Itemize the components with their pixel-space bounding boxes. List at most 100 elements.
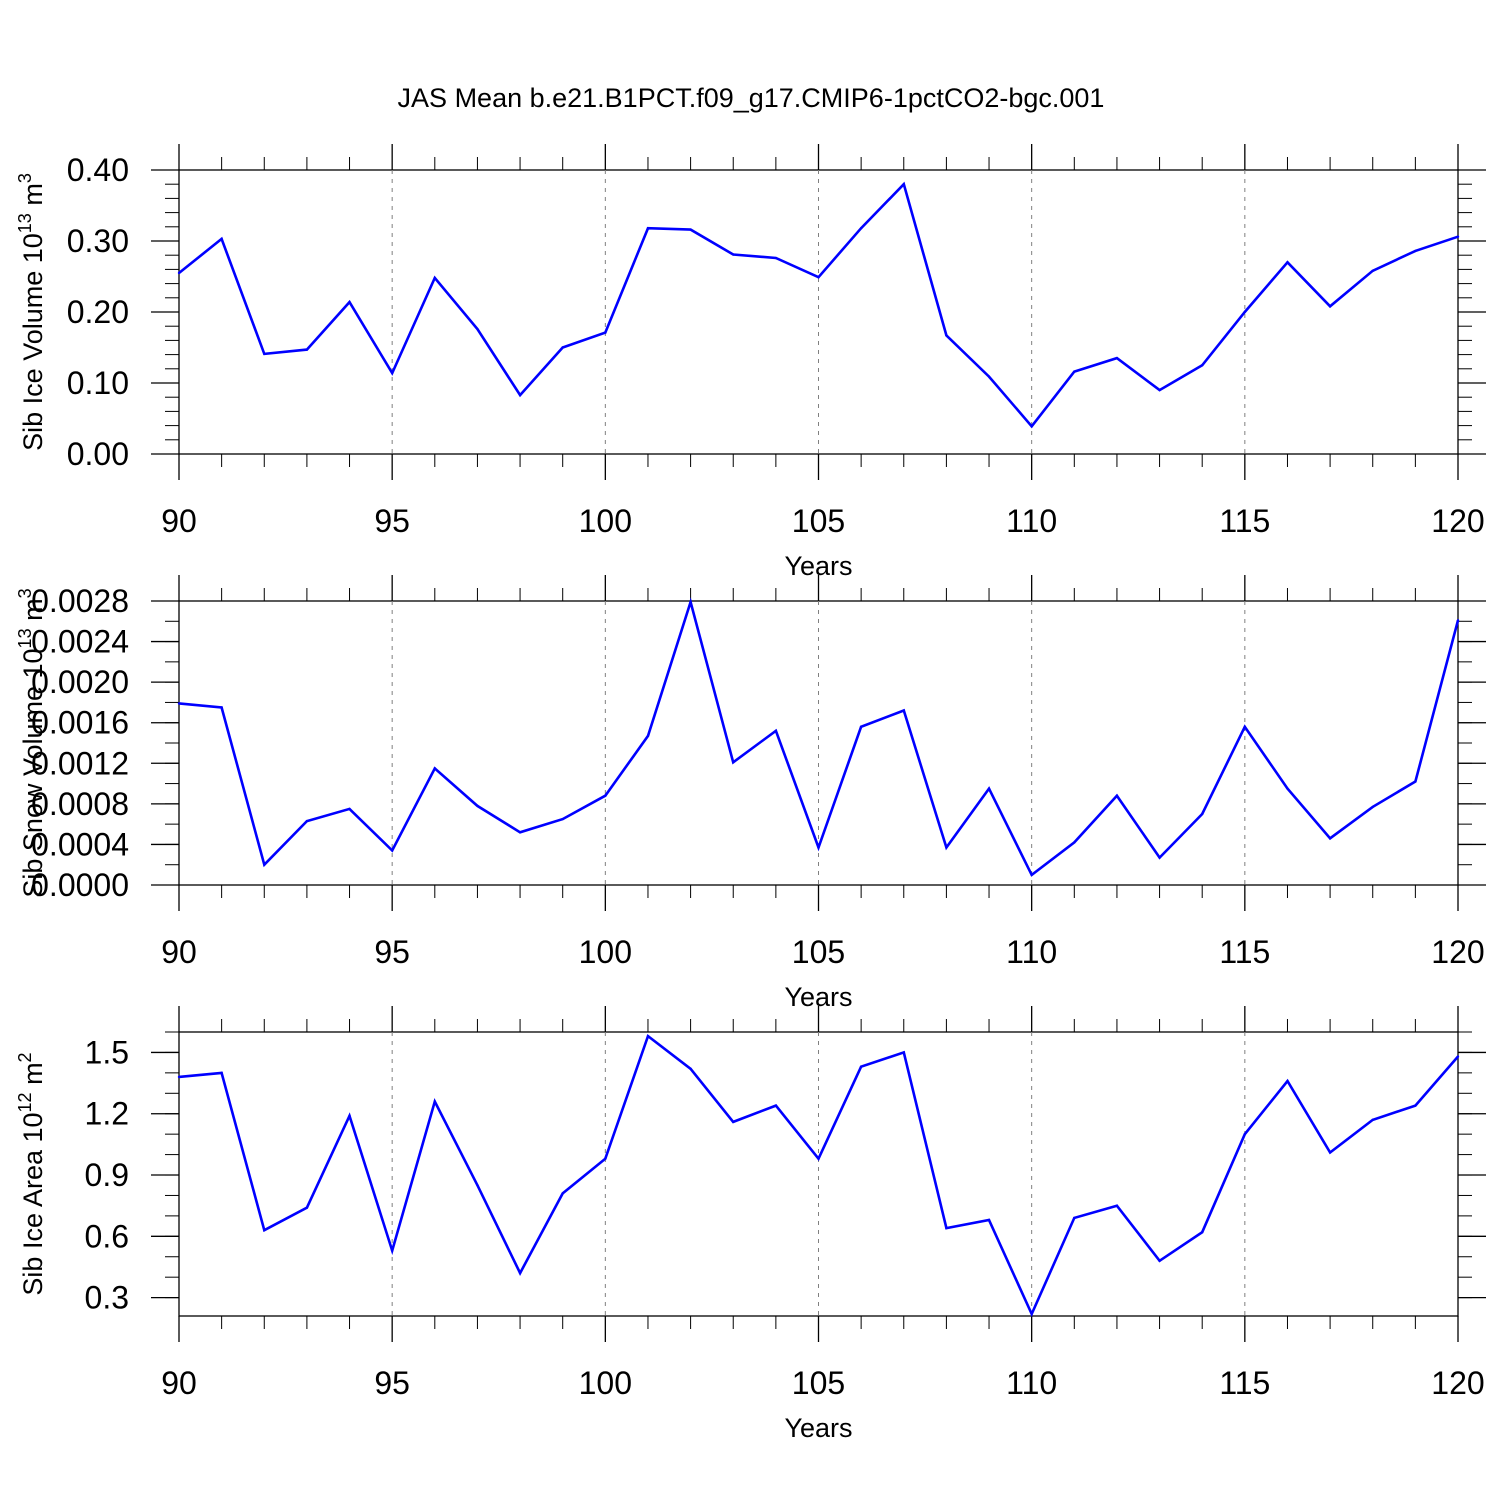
data-point [1414,1104,1417,1107]
x-tick-label: 100 [579,503,632,539]
data-point [604,1157,607,1160]
data-point [1371,805,1374,809]
data-point [348,1114,351,1117]
data-point [604,331,607,334]
data-point [561,817,564,821]
chart-panel-1: 90 95 100 105 110 115 1200.000.100.200.300.40Y… [15,144,1486,581]
x-tick-label: 110 [1006,503,1057,539]
data-point [348,807,351,811]
x-tick-label: 100 [579,1365,632,1401]
x-tick-label: 105 [792,934,845,970]
data-point [390,1249,394,1252]
data-point [1328,1151,1332,1154]
data-point [1201,812,1204,816]
y-tick-label: 0.20 [67,294,129,330]
data-point [518,1271,522,1275]
data-point [945,1226,948,1230]
y-tick-label: 0.3 [85,1280,129,1316]
data-point [305,1206,309,1209]
data-point [1286,787,1289,790]
plot-frame [178,600,1459,886]
y-tick-label: 1.5 [85,1034,129,1070]
y-axis-label: Sib Snow Volume 1013 m3 [15,588,48,897]
y-tick-label: 0.0000 [31,867,129,903]
chart-panel-2: 90 95 100 105 110 115 120 0.0000 0.0004 0.0008 0.0… [15,575,1486,1012]
data-point [1414,249,1417,253]
data-point [305,348,309,351]
data-point [1286,1079,1289,1083]
data-point [518,393,522,397]
data-point [987,375,991,378]
data-point [1371,269,1374,273]
y-tick-label: 0.0012 [31,745,129,781]
data-point [177,1075,181,1079]
data-point [902,709,905,712]
data-point [1115,794,1119,797]
data-point [1158,388,1161,392]
x-tick-label: 95 [374,934,410,970]
y-tick-label: 0.6 [85,1218,129,1254]
data-point [433,767,436,770]
data-point [774,1104,778,1107]
y-tick-label: 0.0004 [31,826,129,862]
data-point [476,1184,479,1187]
data-point [1030,1312,1033,1316]
data-point [1328,837,1332,840]
y-tick-label: 0.00 [67,436,129,472]
data-point [177,702,181,705]
x-tick-label: 95 [374,1365,410,1401]
data-point [859,227,863,230]
data-point [902,183,905,186]
data-point [390,371,394,375]
data-point [1243,725,1247,728]
data-point [1414,780,1417,783]
data-point [1243,1132,1247,1136]
x-tick-label: 120 [1431,503,1484,539]
data-point [1073,370,1076,373]
x-tick-label: 110 [1006,1365,1057,1401]
x-tick-label: 105 [792,1365,845,1401]
x-tick-label: 90 [161,1365,197,1401]
x-axis-label: Years [784,1413,852,1443]
data-point [859,1065,863,1068]
y-tick-label: 0.0028 [31,583,129,619]
plot-frame [178,169,1459,455]
y-tick-label: 0.0020 [31,664,129,700]
data-point [476,804,479,808]
x-tick-label: 110 [1006,934,1057,970]
x-tick-label: 115 [1219,503,1270,539]
data-point [1158,1259,1161,1263]
data-point [1201,364,1204,367]
data-point [689,600,692,604]
plot-frame [178,1031,1459,1317]
data-point [817,1157,820,1160]
y-tick-label: 1.2 [85,1096,129,1132]
data-point [433,1100,436,1103]
data-point [646,734,650,738]
y-tick-label: 0.30 [67,223,129,259]
data-point [646,1034,650,1038]
x-tick-label: 90 [161,503,197,539]
data-point [689,228,692,231]
y-tick-label: 0.10 [67,365,129,401]
data-point [732,761,735,764]
data-point [1158,856,1161,859]
data-point [1456,619,1460,622]
x-tick-label: 95 [374,503,410,539]
y-tick-label: 0.0024 [31,624,129,660]
y-tick-label: 0.40 [67,152,129,188]
data-point [945,334,948,337]
data-point [817,846,820,849]
data-point [348,300,351,304]
x-tick-label: 100 [579,934,632,970]
data-point [305,819,309,823]
x-tick-label: 105 [792,503,845,539]
data-point [561,346,564,349]
data-point [220,1071,223,1075]
x-tick-label: 90 [161,934,197,970]
y-axis-label: Sib Ice Area 1012 m2 [15,1052,48,1295]
y-tick-label: 0.0008 [31,786,129,822]
x-tick-label: 115 [1219,934,1270,970]
data-point [945,846,948,849]
data-point [518,831,522,834]
